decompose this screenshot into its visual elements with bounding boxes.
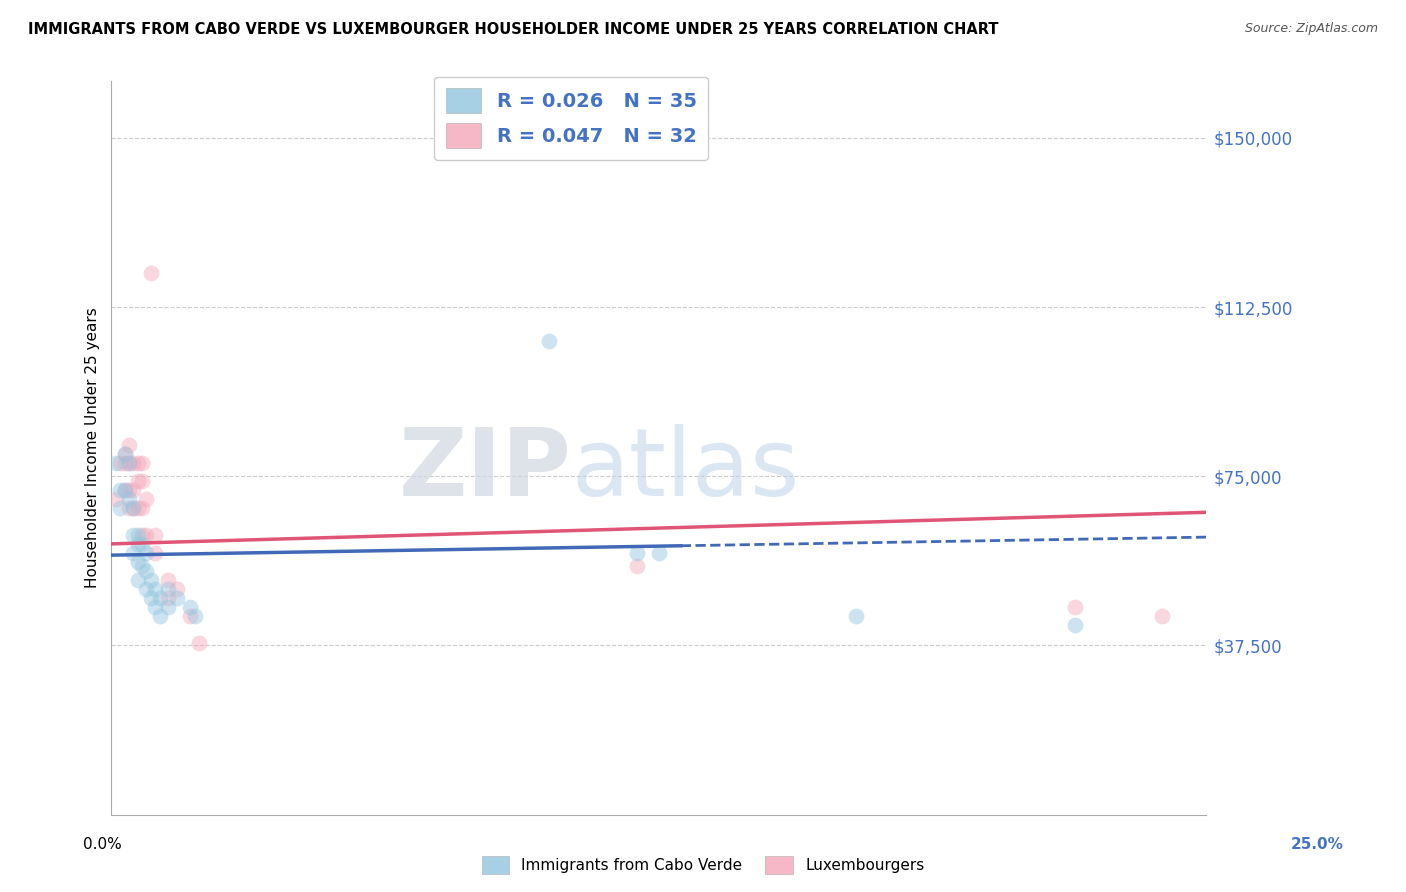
Point (143, 528, 166, 542)
Point (157, 573, 180, 587)
Text: ZIP: ZIP (398, 424, 571, 516)
Point (188, 636, 211, 650)
Point (127, 474, 149, 488)
Point (122, 456, 145, 470)
Point (149, 609, 172, 624)
Point (179, 609, 201, 624)
Point (118, 491, 141, 506)
Point (118, 483, 141, 497)
Text: 0.0%: 0.0% (83, 838, 122, 852)
Point (131, 474, 153, 488)
Point (1063, 600, 1085, 615)
Point (131, 537, 153, 551)
Point (108, 500, 131, 515)
Point (122, 528, 145, 542)
Point (143, 582, 166, 596)
Point (143, 546, 166, 560)
Legend: Immigrants from Cabo Verde, Luxembourgers: Immigrants from Cabo Verde, Luxembourger… (475, 850, 931, 880)
Point (127, 573, 149, 587)
Point (118, 456, 141, 470)
Point (131, 500, 153, 515)
Point (122, 483, 145, 497)
Point (114, 456, 136, 470)
Point (131, 456, 153, 470)
Text: Source: ZipAtlas.com: Source: ZipAtlas.com (1244, 22, 1378, 36)
Point (157, 582, 180, 596)
Text: 25.0%: 25.0% (1291, 838, 1344, 852)
Point (135, 564, 157, 578)
Point (114, 447, 136, 461)
Point (538, 334, 561, 348)
Point (1063, 618, 1085, 632)
Y-axis label: Householder Income Under 25 years: Householder Income Under 25 years (86, 308, 100, 589)
Point (127, 500, 149, 515)
Point (845, 609, 868, 624)
Point (127, 528, 149, 542)
Point (114, 483, 136, 497)
Point (183, 609, 205, 624)
Point (127, 555, 149, 569)
Point (118, 500, 141, 515)
Point (135, 582, 157, 596)
Point (118, 456, 141, 470)
Point (139, 573, 162, 587)
Point (114, 483, 136, 497)
Point (122, 500, 145, 515)
Point (149, 591, 172, 605)
Point (131, 528, 153, 542)
Point (157, 591, 180, 605)
Point (143, 600, 166, 615)
Point (104, 491, 127, 506)
Point (139, 266, 162, 280)
Point (122, 546, 145, 560)
Point (179, 600, 201, 615)
Point (122, 500, 145, 515)
Point (166, 591, 188, 605)
Legend: R = 0.026   N = 35, R = 0.047   N = 32: R = 0.026 N = 35, R = 0.047 N = 32 (434, 77, 709, 160)
Point (127, 456, 149, 470)
Point (135, 491, 157, 506)
Point (131, 559, 153, 574)
Point (108, 456, 131, 470)
Point (1152, 609, 1174, 624)
Point (104, 456, 127, 470)
Text: IMMIGRANTS FROM CABO VERDE VS LUXEMBOURGER HOUSEHOLDER INCOME UNDER 25 YEARS COR: IMMIGRANTS FROM CABO VERDE VS LUXEMBOURG… (28, 22, 998, 37)
Point (135, 528, 157, 542)
Point (108, 483, 131, 497)
Point (166, 582, 188, 596)
Point (139, 591, 162, 605)
Point (626, 546, 648, 560)
Point (626, 559, 648, 574)
Point (648, 546, 671, 560)
Point (135, 546, 157, 560)
Point (118, 437, 141, 451)
Point (127, 537, 149, 551)
Text: atlas: atlas (571, 424, 800, 516)
Point (114, 447, 136, 461)
Point (157, 600, 180, 615)
